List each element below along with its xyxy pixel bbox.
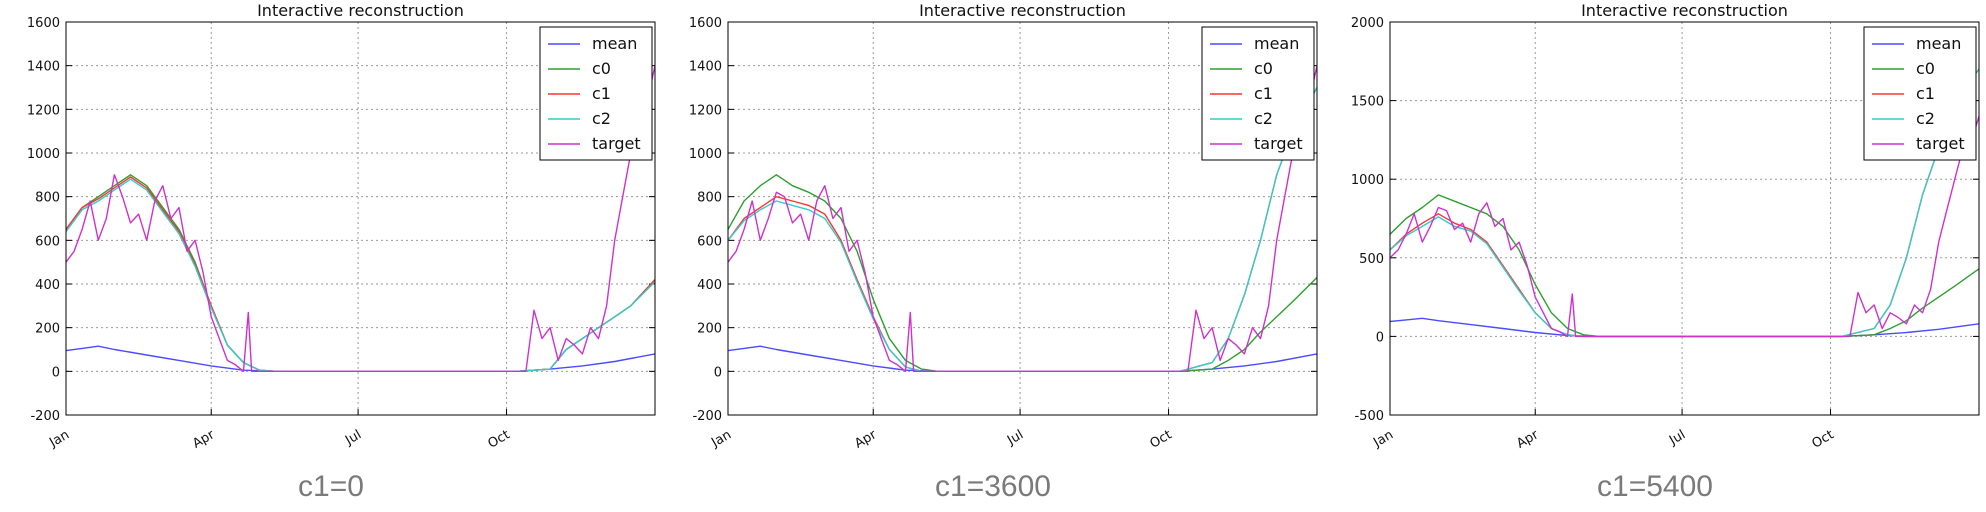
chart-title: Interactive reconstruction — [257, 1, 464, 20]
series-line-target — [1390, 99, 1979, 338]
y-tick-label: 500 — [1359, 252, 1384, 267]
legend-label-c1: c1 — [1254, 84, 1273, 103]
chart-panel-2: Interactive reconstruction -200 0 200 400 600… — [662, 0, 1324, 512]
chart-title: Interactive reconstruction — [919, 1, 1126, 20]
y-tick-label: 200 — [35, 322, 60, 337]
y-tick-label: 1500 — [1351, 95, 1384, 110]
chart-caption-2: c1=3600 — [935, 470, 1051, 503]
legend-label-mean: mean — [1916, 34, 1961, 53]
x-tick-label: Apr — [190, 427, 218, 452]
chart-caption-3: c1=5400 — [1597, 470, 1713, 503]
series-line-mean — [1390, 317, 1979, 338]
x-tick-label: Oct — [486, 427, 513, 451]
chart-svg-1: Interactive reconstruction -200 0 200 400 600… — [27, 1, 656, 452]
x-tick-label: Jan — [46, 427, 72, 451]
y-tick-label: 800 — [697, 191, 722, 206]
x-tick-label: Jul — [1666, 427, 1688, 448]
x-tick-label: Jan — [708, 427, 734, 451]
series-line-c2 — [728, 87, 1317, 372]
y-tick-label: 1600 — [27, 16, 60, 31]
series-line-mean — [728, 345, 1317, 372]
y-tick-label: 0 — [52, 365, 60, 380]
y-tick-label: -500 — [1354, 409, 1384, 424]
x-tick-label: Jul — [1004, 427, 1026, 448]
y-tick-label: 1000 — [27, 147, 60, 162]
x-tick-label: Jan — [1370, 427, 1396, 451]
legend-label-c0: c0 — [1254, 59, 1273, 78]
chart-panel-1: Interactive reconstruction -200 0 200 400 600… — [0, 0, 662, 512]
y-tick-label: 1200 — [689, 103, 722, 118]
legend-label-c2: c2 — [1254, 109, 1273, 128]
y-tick-label: 1000 — [689, 147, 722, 162]
series-line-c2 — [66, 178, 655, 372]
y-tick-label: 200 — [697, 322, 722, 337]
y-tick-label: 800 — [35, 191, 60, 206]
chart-panel-3: Interactive reconstruction -500 0 500 1000 15… — [1324, 0, 1986, 512]
legend-label-c2: c2 — [592, 109, 611, 128]
y-tick-label: -200 — [30, 409, 60, 424]
legend-label-mean: mean — [592, 34, 637, 53]
legend-label-target: target — [1916, 134, 1965, 153]
y-tick-label: 1200 — [27, 103, 60, 118]
y-tick-label: 400 — [35, 278, 60, 293]
y-tick-label: 2000 — [1351, 16, 1384, 31]
plot-frame — [727, 21, 1318, 416]
y-tick-label: -200 — [692, 409, 722, 424]
chart-svg-3: Interactive reconstruction -500 0 500 1000 15… — [1351, 1, 1980, 452]
chart-title: Interactive reconstruction — [1581, 1, 1788, 20]
x-tick-label: Oct — [1810, 427, 1837, 451]
legend-label-c1: c1 — [592, 84, 611, 103]
series-group — [728, 43, 1317, 372]
y-tick-label: 1000 — [1351, 173, 1384, 188]
series-line-c0 — [728, 174, 1317, 372]
series-line-target — [66, 43, 655, 372]
legend-label-c0: c0 — [592, 59, 611, 78]
legend-label-target: target — [1254, 134, 1303, 153]
y-tick-label: 400 — [697, 278, 722, 293]
y-tick-label: 1400 — [27, 60, 60, 75]
chart-svg-2: Interactive reconstruction -200 0 200 400 600… — [689, 1, 1318, 452]
series-line-target — [728, 43, 1317, 372]
x-tick-label: Jul — [342, 427, 364, 448]
legend-label-target: target — [592, 134, 641, 153]
plot-frame — [1389, 21, 1980, 416]
y-tick-label: 1400 — [689, 60, 722, 75]
series-group — [66, 43, 655, 372]
plot-frame — [65, 21, 656, 416]
y-tick-label: 600 — [35, 234, 60, 249]
legend-label-c0: c0 — [1916, 59, 1935, 78]
x-tick-label: Oct — [1148, 427, 1175, 451]
series-line-c0 — [1390, 194, 1979, 338]
y-tick-label: 1600 — [689, 16, 722, 31]
chart-caption-1: c1=0 — [298, 470, 364, 503]
x-tick-label: Apr — [1514, 427, 1542, 452]
series-group — [1390, 68, 1979, 338]
legend-label-c2: c2 — [1916, 109, 1935, 128]
legend-label-c1: c1 — [1916, 84, 1935, 103]
y-tick-label: 600 — [697, 234, 722, 249]
y-tick-label: 0 — [714, 365, 722, 380]
x-tick-label: Apr — [852, 427, 880, 452]
y-tick-label: 0 — [1376, 330, 1384, 345]
legend-label-mean: mean — [1254, 34, 1299, 53]
